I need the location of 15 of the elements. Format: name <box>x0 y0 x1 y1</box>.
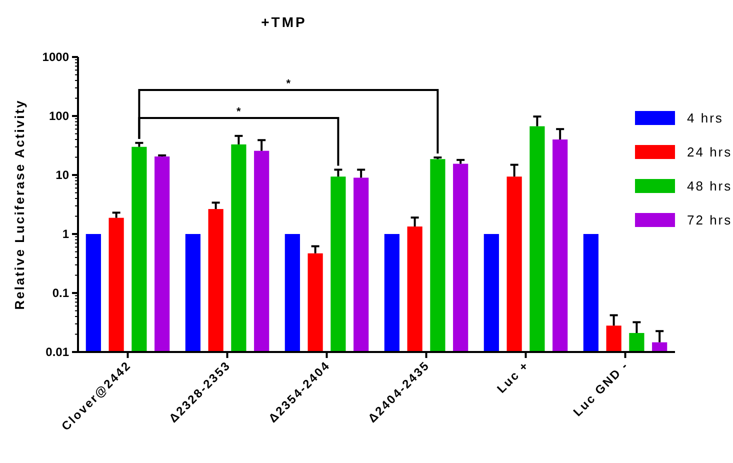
y-tick-label: 1 <box>62 227 70 242</box>
legend-label: 4 hrs <box>687 110 724 126</box>
y-tick-label: 100 <box>48 109 70 124</box>
chart-title: +TMP <box>261 14 307 30</box>
x-tick-label: Luc + <box>494 358 532 396</box>
y-tick-label: 0.01 <box>46 345 70 360</box>
annotation: * <box>286 78 292 90</box>
y-tick-label: 0.1 <box>52 286 70 300</box>
annotation: * <box>236 106 242 118</box>
legend-label: 72 hrs <box>687 212 732 228</box>
y-axis-title: Relative Luciferase Activity <box>12 99 27 310</box>
legend-label: 48 hrs <box>687 178 732 194</box>
y-tick-label: 1000 <box>42 50 70 64</box>
y-tick-label: 10 <box>56 168 70 182</box>
legend-label: 24 hrs <box>687 144 732 160</box>
